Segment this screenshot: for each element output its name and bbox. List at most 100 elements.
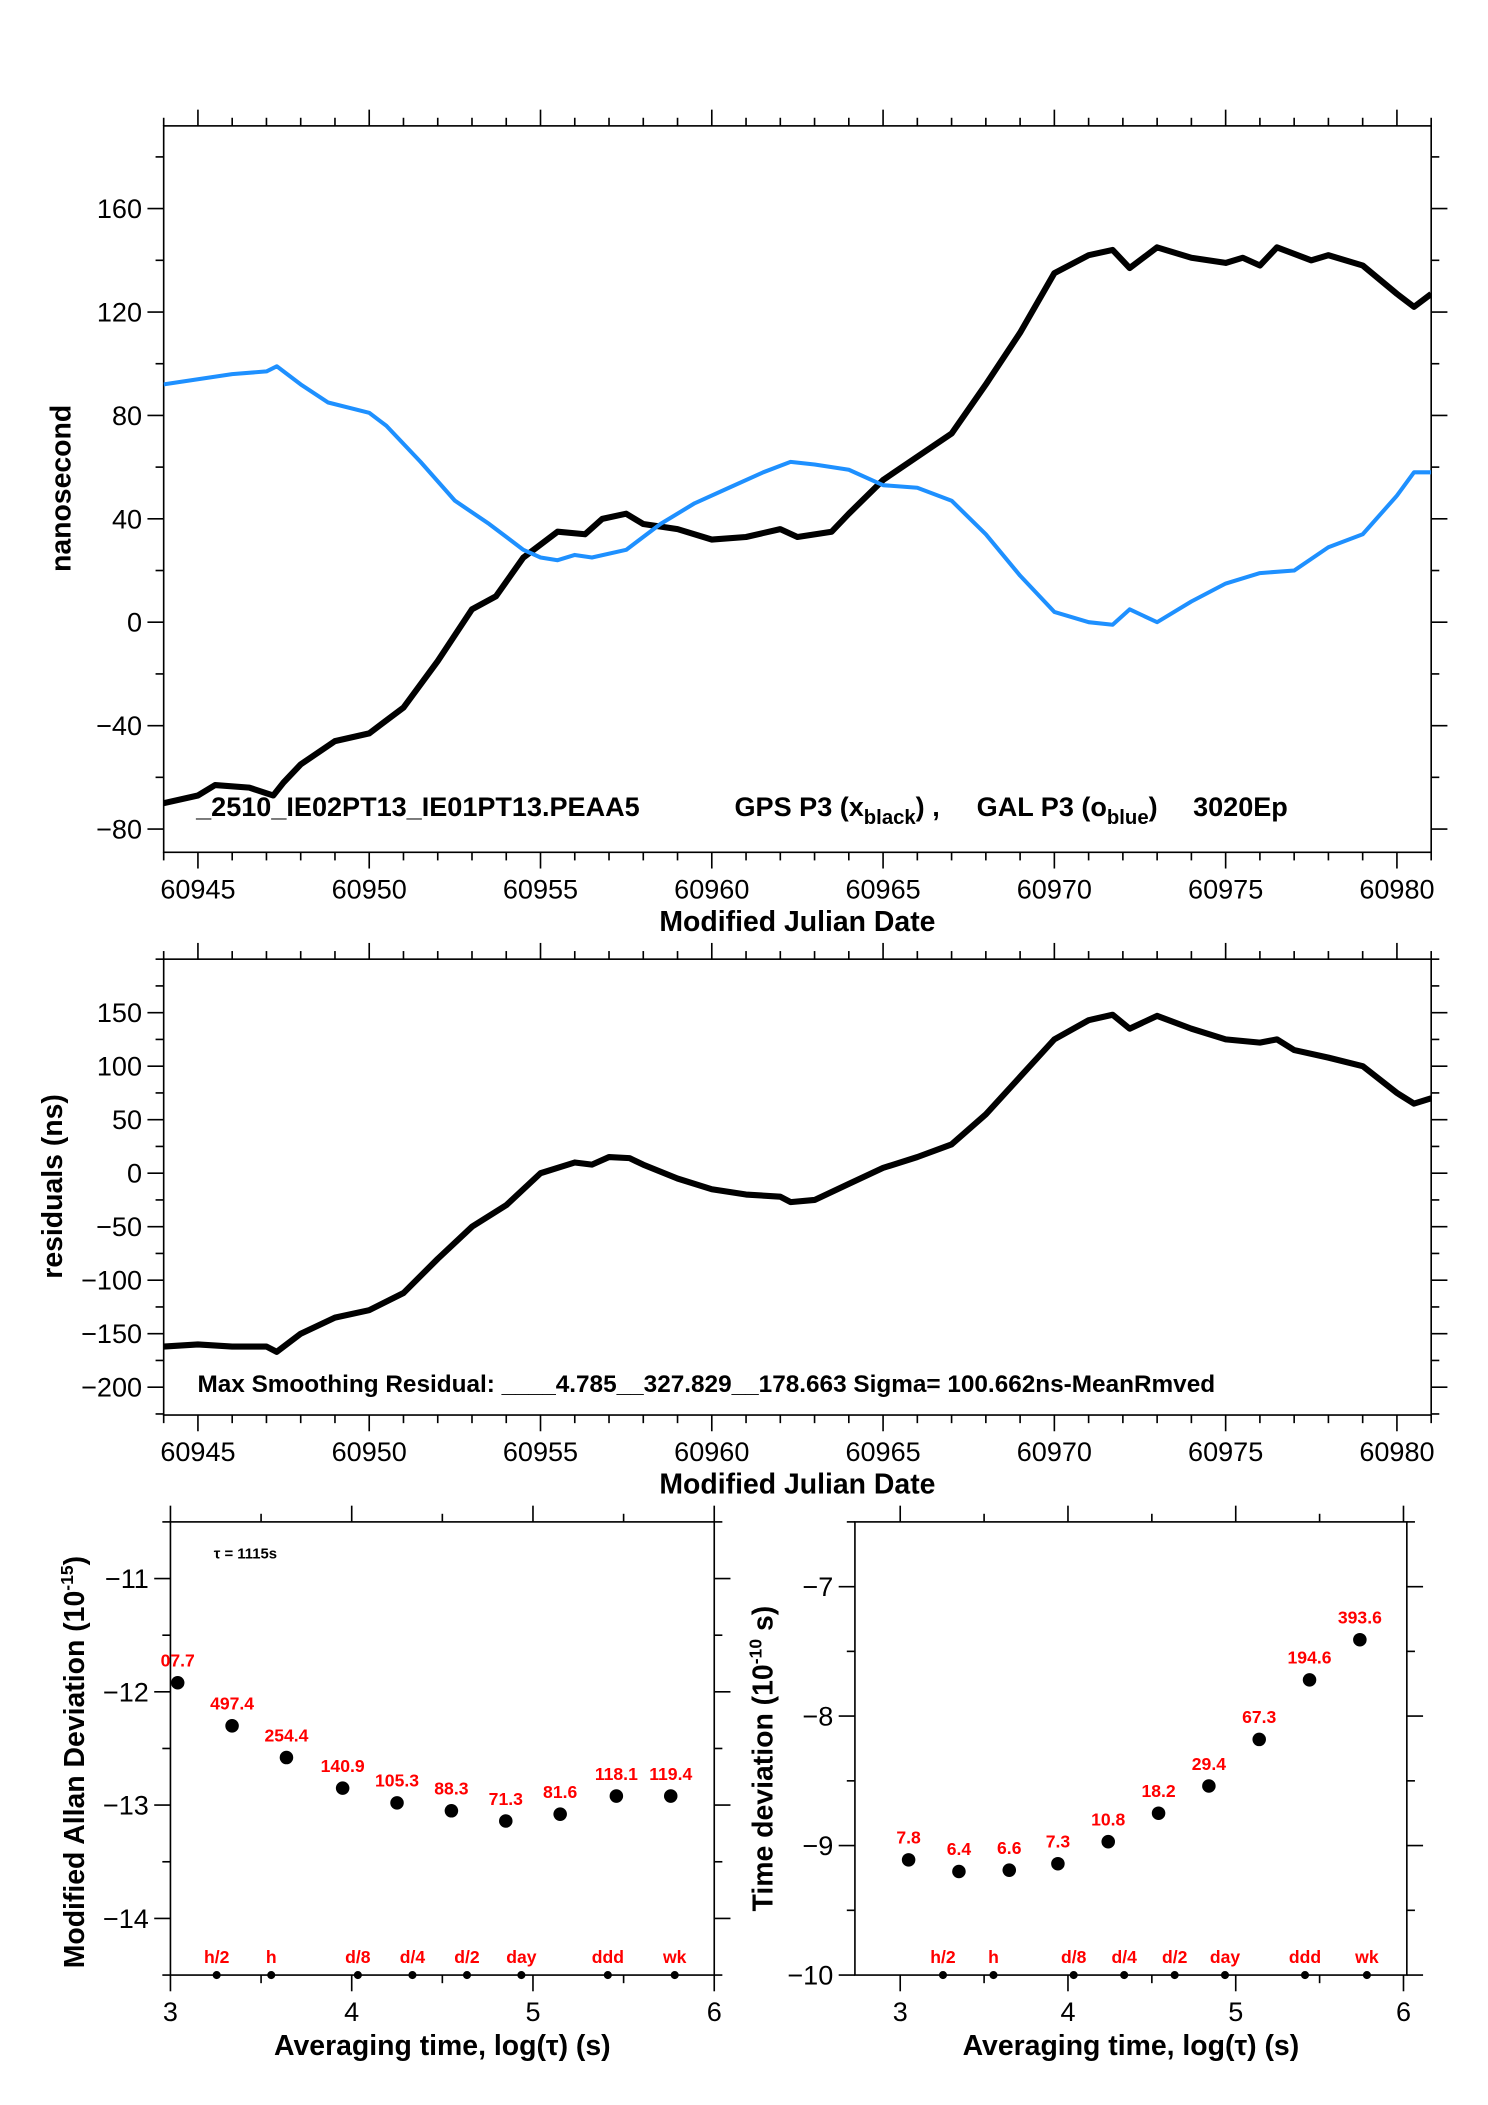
point-label: 88.3	[434, 1779, 468, 1799]
annotation-gps-close: ) ,	[916, 792, 940, 822]
y-tick-label: −13	[103, 1791, 149, 1821]
y-tick-label: 120	[97, 297, 142, 327]
data-point	[390, 1796, 404, 1810]
data-point	[1002, 1863, 1017, 1877]
tau-marker-label: h	[988, 1947, 999, 1967]
x-tick-label: 60965	[845, 1437, 920, 1467]
tau-marker	[670, 1971, 679, 1980]
data-point	[1353, 1632, 1367, 1647]
tau-marker-label: d/8	[1061, 1947, 1087, 1967]
x-tick-label: 3	[893, 1997, 908, 2027]
tau-marker	[1069, 1971, 1078, 1980]
tau-marker	[1220, 1971, 1230, 1980]
point-label: 140.9	[321, 1756, 365, 1776]
x-tick-label: 60960	[674, 874, 749, 904]
series-line-black	[163, 1011, 1432, 1355]
tau-marker	[603, 1971, 612, 1980]
y-tick-label: −150	[81, 1319, 142, 1349]
tau-marker	[1120, 1971, 1129, 1980]
chart-panel-2: 60945 60950 60955 60960 60965 60970 60975 60980…	[37, 942, 1448, 1500]
plot-frame	[162, 125, 1432, 854]
y-tick-label: −200	[81, 1373, 142, 1403]
tau-marker-label: d/8	[345, 1947, 371, 1967]
tau-marker	[517, 1971, 526, 1980]
point-label: 71.3	[489, 1789, 523, 1809]
tdev-ylabel: Time deviation (10-10 s)	[746, 1606, 780, 1912]
tau-marker-label: d/4	[1111, 1947, 1137, 1967]
mdev-ylabel-main: Modified Allan Deviation (10	[59, 1591, 91, 1969]
tau-marker	[989, 1971, 998, 1980]
tdev-ylabel-sup: -10	[746, 1639, 766, 1665]
x-tick-label: 6	[707, 1997, 722, 2027]
y-axis-label: nanosecond	[45, 405, 77, 572]
y-tick-label: −14	[103, 1904, 149, 1934]
data-point	[279, 1750, 294, 1765]
y-tick-label: −12	[103, 1677, 149, 1707]
y-tick-label: −80	[96, 814, 142, 844]
tau-marker-label: h/2	[204, 1947, 230, 1967]
annotation-suffix: 3020Ep	[1193, 792, 1288, 822]
tau-marker-label: d/2	[1162, 1947, 1188, 1967]
x-tick-label: 4	[344, 1997, 359, 2027]
tau-marker	[353, 1971, 362, 1980]
annotation-gal: GAL P3 (o	[977, 792, 1107, 822]
tau-note: τ = 1115s	[214, 1546, 277, 1562]
data-point	[444, 1804, 459, 1818]
x-tick-label: 60970	[1017, 874, 1092, 904]
x-tick-label: 60980	[1359, 874, 1434, 904]
tau-marker-label: day	[1210, 1947, 1241, 1967]
y-tick-label: 100	[97, 1052, 142, 1082]
tau-marker-label: h/2	[930, 1947, 956, 1967]
data-point	[170, 1676, 185, 1690]
point-label: 29.4	[1192, 1754, 1226, 1774]
plot-frame	[854, 1521, 1408, 1976]
data-point	[335, 1781, 350, 1795]
point-label: 07.7	[161, 1651, 195, 1671]
y-tick-label: 50	[112, 1105, 142, 1135]
data-point	[1151, 1806, 1166, 1820]
mdev-ylabel: Modified Allan Deviation (10-15)	[57, 1556, 91, 1968]
tau-marker-label: d/4	[400, 1947, 426, 1967]
x-tick-label: 60955	[503, 1437, 578, 1467]
x-tick-label: 3	[163, 1997, 178, 2027]
data-point	[225, 1719, 239, 1733]
annotation-prefix: _2510_IE02PT13_IE01PT13.PEAA5	[195, 792, 640, 822]
tau-marker-label: wk	[662, 1947, 687, 1967]
data-point	[952, 1864, 966, 1879]
y-tick-label: −8	[802, 1702, 833, 1732]
tau-marker	[1300, 1971, 1310, 1980]
y-tick-label: 80	[112, 401, 142, 431]
point-label: 119.4	[649, 1764, 692, 1784]
data-point	[1252, 1732, 1266, 1747]
plot-frame	[169, 1521, 716, 1976]
y-tick-label: 160	[97, 194, 142, 224]
top-annotation: _2510_IE02PT13_IE01PT13.PEAA5 GPS P3 (xb…	[195, 792, 1288, 829]
y-tick-label: 0	[127, 1159, 142, 1189]
data-point	[1051, 1856, 1065, 1871]
chart-panel-3: 3 4 5 6 −14 −13 −12 −11 Averaging time, log(τ) (…	[103, 1505, 731, 2062]
mdev-ylabel-close: )	[59, 1556, 91, 1565]
tau-marker	[267, 1971, 276, 1980]
y-tick-label: −10	[787, 1961, 833, 1991]
tau-marker	[938, 1971, 948, 1980]
point-label: 7.3	[1046, 1831, 1071, 1851]
point-label: 6.4	[947, 1839, 972, 1859]
x-tick-label: 60955	[503, 874, 578, 904]
annotation-gal-close: )	[1149, 792, 1158, 822]
x-tick-label: 60980	[1359, 1437, 1434, 1467]
y-tick-label: −9	[802, 1831, 833, 1861]
annotation-gal-sub: blue	[1107, 807, 1149, 829]
x-tick-label: 60970	[1017, 1437, 1092, 1467]
chart-panel-1: 60945 60950 60955 60960 60965 60970 60975 60980…	[45, 109, 1448, 938]
point-label: 118.1	[595, 1764, 638, 1784]
series-line-black	[163, 244, 1432, 807]
x-tick-label: 60945	[160, 874, 235, 904]
tau-marker	[462, 1971, 472, 1980]
point-label: 254.4	[264, 1725, 308, 1745]
mdev-ylabel-sup: -15	[57, 1565, 77, 1591]
x-tick-label: 5	[525, 1997, 540, 2027]
data-point	[1202, 1779, 1216, 1793]
x-axis-label: Modified Julian Date	[659, 1468, 935, 1500]
point-label: 6.6	[997, 1838, 1022, 1858]
